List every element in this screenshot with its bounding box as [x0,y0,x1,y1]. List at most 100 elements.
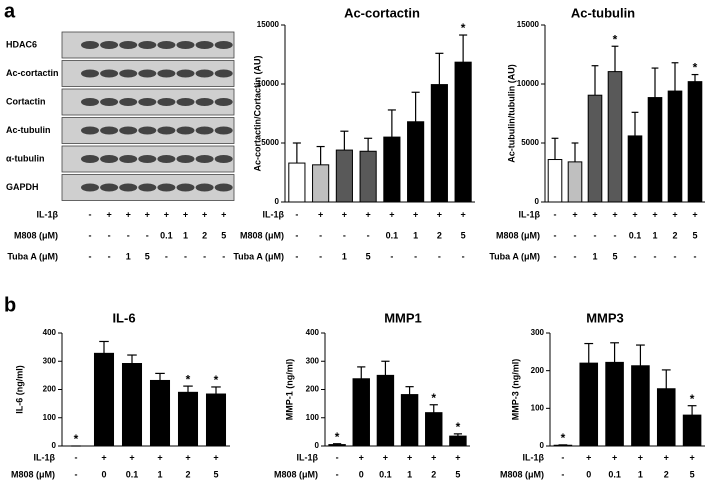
treatment-value: 0 [101,469,106,479]
bar [587,94,603,203]
treatment-value: - [146,230,149,240]
bar [288,162,306,203]
y-tick-label: 5000 [521,138,539,147]
bar [149,379,171,447]
significance-mark: * [74,432,79,446]
band [138,41,157,49]
treatment-label: M808 (μM) [274,469,318,479]
band-label: Ac-cortactin [6,68,59,78]
band [157,98,176,106]
y-tick-label: 300 [531,328,545,337]
band-label: GAPDH [6,182,39,192]
bar [335,149,353,203]
band [100,183,119,192]
panel-label: b [4,294,16,316]
y-tick-label: 200 [43,385,57,394]
treatment-value: + [145,209,150,219]
y-tick-label: 400 [43,328,57,337]
treatment-value: + [612,209,617,219]
y-axis-label: MMP-1 (ng/ml) [284,359,294,421]
significance-mark: * [214,373,219,387]
treatment-value: + [664,452,669,462]
y-tick-label: 0 [315,441,320,450]
treatment-value: + [202,209,207,219]
band [119,183,138,192]
band [119,126,138,135]
treatment-value: - [438,251,441,261]
treatment-value: 5 [221,230,226,240]
treatment-value: + [383,452,388,462]
treatment-value: - [184,251,187,261]
band [176,183,195,192]
band [138,98,157,106]
band [157,41,176,49]
significance-mark: * [335,430,340,444]
bar [627,135,643,203]
treatment-value: - [319,251,322,261]
treatment-value: 2 [664,469,669,479]
y-tick-label: 0 [535,197,540,206]
bar [352,378,370,447]
treatment-value: - [165,251,168,261]
treatment-value: - [367,230,370,240]
treatment-value: + [407,452,412,462]
treatment-label: IL-1β [297,452,319,462]
treatment-value: - [561,469,564,479]
band [195,155,214,163]
y-tick-label: 100 [43,413,57,422]
band [214,98,233,106]
band-label: HDAC6 [6,39,37,49]
band [119,69,138,78]
treatment-value: - [222,251,225,261]
y-tick-label: 0 [540,441,545,450]
treatment-value: - [634,251,637,261]
y-tick-label: 200 [306,385,320,394]
band [138,183,157,192]
treatment-value: - [414,251,417,261]
treatment-value: 1 [638,469,643,479]
bar [425,412,443,447]
band [195,126,214,135]
treatment-value: 0.1 [608,469,621,479]
band [81,41,99,49]
significance-mark: * [690,392,695,406]
bar [121,363,143,447]
band [195,69,214,78]
treatment-value: 1 [413,230,418,240]
treatment-value: + [455,452,460,462]
y-axis-label: MMP-3 (ng/ml) [510,359,520,421]
treatment-value: 1 [592,251,597,261]
significance-mark: * [186,372,191,386]
band [176,126,195,135]
treatment-value: + [106,209,111,219]
treatment-value: 1 [157,469,162,479]
treatment-label: M808 (μM) [496,230,540,240]
y-axis-label: Ac-cortactin/Cortactin (AU) [252,55,262,171]
bar [449,435,467,447]
band [119,41,138,49]
treatment-value: 2 [672,230,677,240]
band [214,69,233,78]
band [100,69,119,78]
bar [547,159,563,203]
treatment-value: - [336,452,339,462]
treatment-label: M808 (μM) [14,230,58,240]
y-tick-label: 100 [531,403,545,412]
treatment-value: + [638,452,643,462]
band [214,41,233,49]
treatment-value: 5 [213,469,218,479]
treatment-value: + [586,452,591,462]
bar [454,61,472,203]
treatment-value: 5 [690,469,695,479]
y-tick-label: 300 [306,356,320,365]
treatment-value: + [413,209,418,219]
treatment-label: IL-1β [519,209,541,219]
treatment-value: 1 [652,230,657,240]
treatment-value: - [75,452,78,462]
y-tick-label: 15000 [257,20,280,29]
band [214,126,233,135]
treatment-value: - [554,251,557,261]
y-axis-label: Ac-tubulin/tubulin (AU) [506,64,516,162]
y-axis-label: IL-6 (ng/ml) [14,365,24,414]
treatment-value: 5 [692,230,697,240]
